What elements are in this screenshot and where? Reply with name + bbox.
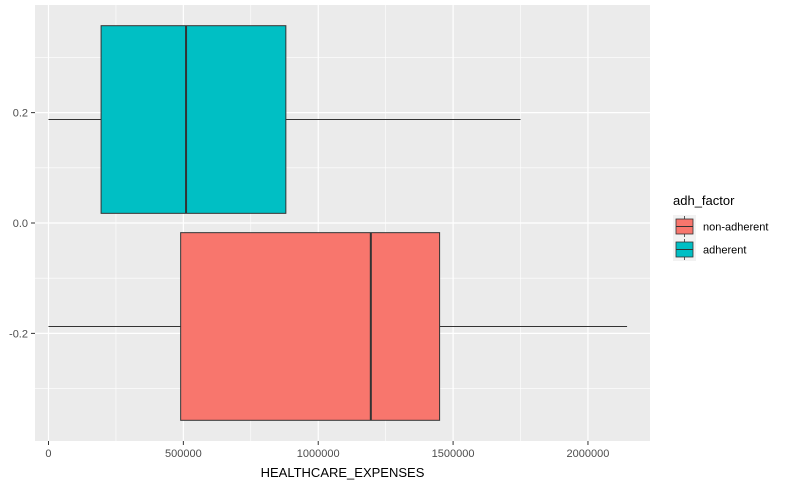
boxes bbox=[48, 25, 628, 421]
legend-item-adherent: adherent bbox=[673, 238, 746, 261]
x-tick-label: 1500000 bbox=[432, 448, 475, 460]
legend-title: adh_factor bbox=[673, 193, 735, 208]
y-tick-label: 0.2 bbox=[13, 108, 28, 120]
x-tick-label: 1000000 bbox=[297, 448, 340, 460]
legend-label: adherent bbox=[703, 245, 746, 257]
legend-item-non-adherent: non-adherent bbox=[673, 215, 768, 238]
legend: adh_factor non-adherent adherent bbox=[673, 193, 768, 261]
legend-keys: non-adherent adherent bbox=[673, 215, 768, 261]
box-non-adherent bbox=[180, 232, 441, 421]
box-adherent bbox=[100, 25, 287, 214]
y-tick-label: -0.2 bbox=[9, 328, 28, 340]
axis-ticks bbox=[31, 112, 589, 445]
x-tick-label: 500000 bbox=[165, 448, 202, 460]
legend-label: non-adherent bbox=[703, 222, 768, 234]
x-tick-label: 2000000 bbox=[567, 448, 610, 460]
axis-tick-labels: 0 500000 1000000 1500000 2000000 -0.2 0.0 0.2 bbox=[9, 108, 609, 460]
x-axis-title: HEALTHCARE_EXPENSES bbox=[261, 465, 425, 480]
x-tick-label: 0 bbox=[45, 448, 51, 460]
y-tick-label: 0.0 bbox=[13, 218, 28, 230]
